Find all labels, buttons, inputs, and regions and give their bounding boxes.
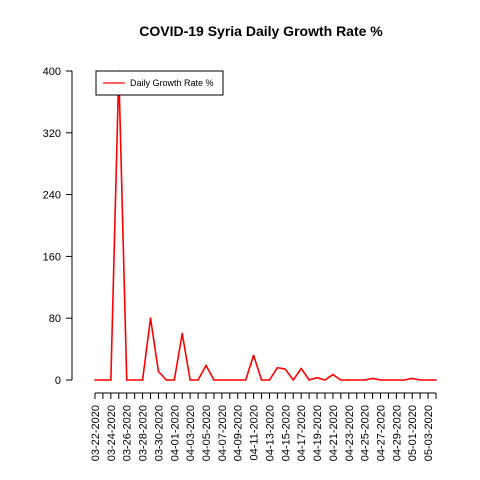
data-point — [332, 373, 334, 376]
x-tick-label: 04-05-2020 — [201, 405, 213, 461]
data-point — [395, 379, 398, 381]
data-point — [300, 367, 302, 370]
x-tick-label: 04-25-2020 — [360, 405, 372, 461]
x-tick-label: 03-26-2020 — [122, 405, 134, 461]
x-tick-label: 04-03-2020 — [185, 405, 197, 461]
y-tick-label: 400 — [43, 66, 61, 78]
data-point — [110, 379, 112, 381]
x-tick-label: 04-19-2020 — [312, 405, 324, 461]
x-tick-label: 03-28-2020 — [138, 405, 150, 461]
chart-title: COVID-19 Syria Daily Growth Rate % — [139, 23, 383, 39]
data-point — [363, 379, 366, 381]
data-point — [94, 379, 96, 381]
data-point — [213, 379, 215, 381]
data-point — [419, 379, 421, 381]
data-point — [435, 379, 437, 381]
data-point — [125, 379, 128, 381]
data-point — [308, 379, 310, 381]
data-point — [340, 379, 342, 381]
series-line-daily-growth-rate — [95, 70, 436, 381]
data-point — [260, 379, 263, 381]
data-point — [133, 379, 136, 381]
data-point — [141, 379, 144, 381]
x-tick-label: 04-15-2020 — [280, 405, 292, 461]
x-axis: 03-22-2020 03-24-2020 03-26-2020 03-28-2020… — [90, 392, 437, 461]
y-axis: 0 80 160 240 320 400 — [43, 66, 73, 387]
y-tick-label: 80 — [49, 313, 61, 325]
data-point — [316, 376, 318, 379]
x-tick-label: 04-29-2020 — [391, 405, 403, 461]
y-tick-label: 0 — [55, 375, 61, 387]
data-point — [189, 379, 191, 381]
data-point — [221, 379, 223, 381]
data-point — [229, 379, 231, 381]
data-point — [157, 370, 160, 373]
data-point — [102, 379, 104, 381]
x-tick-label: 04-17-2020 — [296, 405, 308, 461]
x-tick-label: 04-09-2020 — [233, 405, 245, 461]
data-point — [411, 377, 414, 380]
data-point — [387, 379, 390, 381]
series-layer — [94, 70, 437, 381]
data-point — [197, 379, 199, 381]
data-point — [292, 379, 295, 381]
data-point — [252, 354, 255, 357]
x-tick-label: 03-30-2020 — [153, 405, 165, 461]
y-tick-label: 160 — [43, 251, 61, 263]
data-point — [149, 317, 152, 320]
data-point — [284, 368, 287, 370]
x-tick-label: 04-07-2020 — [217, 405, 229, 461]
legend: Daily Growth Rate % — [95, 70, 224, 96]
data-point — [236, 379, 239, 381]
data-point — [268, 379, 271, 381]
x-tick-label: 03-22-2020 — [90, 405, 102, 461]
data-point — [347, 379, 350, 381]
y-tick-label: 320 — [43, 128, 61, 140]
x-tick-label: 04-23-2020 — [344, 405, 356, 461]
y-tick-label: 240 — [43, 190, 61, 202]
data-point — [165, 379, 168, 381]
data-point — [324, 379, 326, 381]
data-point — [205, 364, 207, 367]
x-tick-label: 04-21-2020 — [328, 405, 340, 461]
data-point — [244, 379, 247, 381]
x-tick-label: 05-01-2020 — [407, 405, 419, 461]
x-tick-label: 04-27-2020 — [375, 405, 387, 461]
data-point — [355, 379, 358, 381]
x-tick-label: 04-11-2020 — [249, 405, 261, 460]
data-point — [181, 332, 184, 335]
x-tick-label: 04-01-2020 — [169, 405, 181, 461]
data-point — [371, 377, 374, 380]
data-point — [276, 366, 279, 369]
data-point — [403, 379, 406, 381]
x-tick-label: 05-03-2020 — [423, 405, 435, 461]
legend-entry: Daily Growth Rate % — [130, 78, 214, 88]
data-point — [427, 379, 429, 381]
data-point — [173, 379, 176, 381]
data-point — [379, 379, 382, 381]
x-tick-label: 04-13-2020 — [264, 405, 276, 461]
x-tick-label: 03-24-2020 — [106, 405, 118, 461]
